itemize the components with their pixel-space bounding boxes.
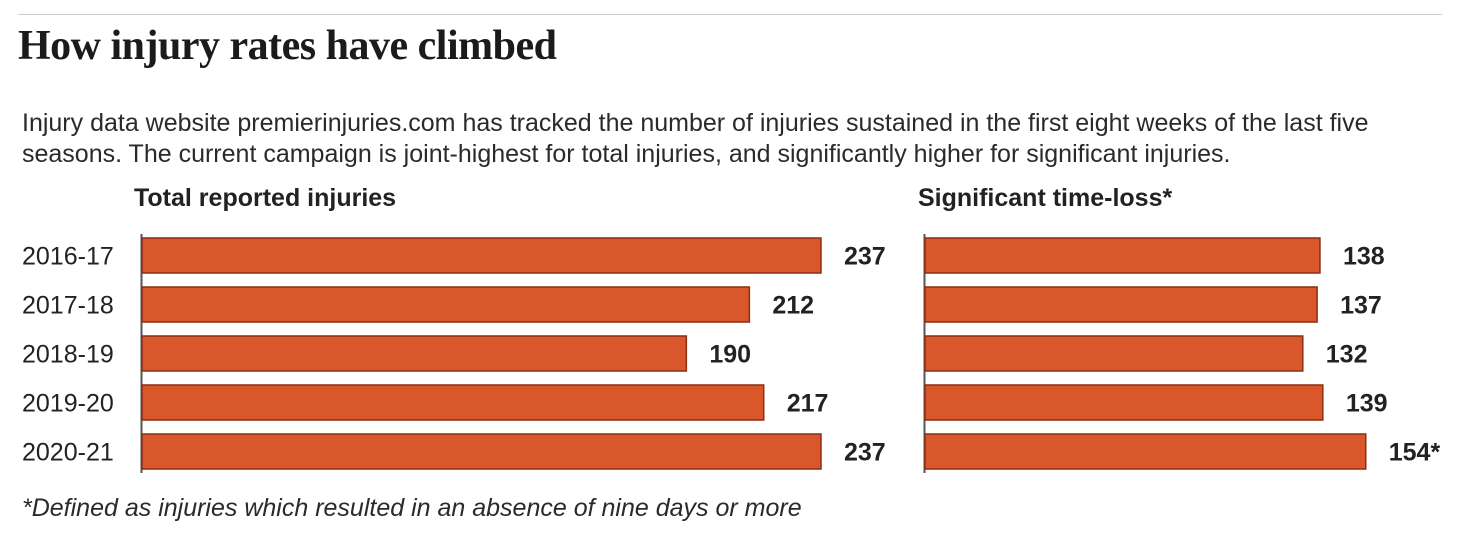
- value-label-significant: 138: [1343, 243, 1385, 271]
- value-label-total: 190: [709, 341, 751, 369]
- value-label-total: 212: [772, 292, 814, 320]
- value-label-significant: 139: [1346, 390, 1388, 418]
- value-label-significant: 137: [1340, 292, 1382, 320]
- bar-total: [141, 384, 765, 421]
- bar-significant: [924, 237, 1321, 274]
- bar-significant: [924, 433, 1367, 470]
- value-label-significant: 154*: [1389, 439, 1441, 467]
- value-label-total: 237: [844, 243, 886, 271]
- bar-total: [141, 237, 822, 274]
- category-label: 2017-18: [22, 292, 114, 320]
- bar-total: [141, 335, 688, 372]
- panel-title-total: Total reported injuries: [134, 184, 397, 212]
- category-label: 2020-21: [22, 439, 114, 467]
- chart-subtitle: Injury data website premierinjuries.com …: [22, 109, 1369, 168]
- bar-total: [141, 286, 751, 323]
- value-label-total: 217: [787, 390, 829, 418]
- bar-significant: [924, 384, 1324, 421]
- category-label: 2016-17: [22, 243, 114, 271]
- value-label-significant: 132: [1326, 341, 1368, 369]
- bar-significant: [924, 286, 1318, 323]
- top-rule: [18, 14, 1442, 15]
- bar-total: [141, 433, 822, 470]
- value-label-total: 237: [844, 439, 886, 467]
- category-label: 2019-20: [22, 390, 114, 418]
- panel-title-significant: Significant time-loss*: [918, 184, 1173, 212]
- category-label: 2018-19: [22, 341, 114, 369]
- footnote: *Defined as injuries which resulted in a…: [22, 494, 802, 522]
- bar-significant: [924, 335, 1304, 372]
- chart-title: How injury rates have climbed: [18, 23, 557, 69]
